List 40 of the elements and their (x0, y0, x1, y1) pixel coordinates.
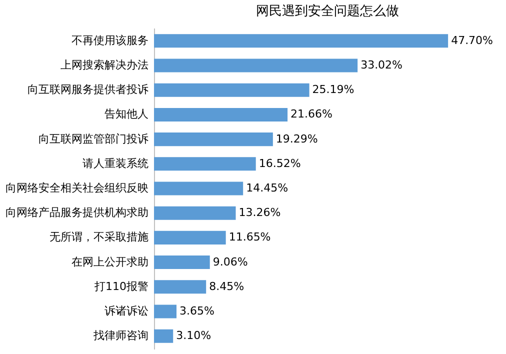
data-label: 25.19% (312, 83, 354, 96)
y-tick-label: 请人重装系统 (82, 156, 148, 170)
data-label: 3.65% (180, 304, 214, 318)
y-tick-label: 向网络安全相关社会组织反映 (6, 182, 148, 194)
bar (154, 157, 256, 171)
data-label: 13.26% (238, 206, 281, 220)
data-label: 8.45% (209, 280, 244, 293)
bar (154, 304, 176, 318)
y-tick-label: 向网络产品服务提供机构求助 (6, 206, 148, 220)
chart-title: 网民遇到安全问题怎么做 (256, 3, 399, 19)
y-tick-label: 告知他人 (104, 108, 148, 121)
bar (154, 256, 210, 270)
data-label: 21.66% (290, 108, 332, 121)
data-label: 19.29% (276, 132, 318, 146)
y-tick-label: 不再使用该服务 (72, 34, 148, 47)
y-tick-label: 上网搜索解决办法 (60, 58, 148, 72)
bar (154, 34, 448, 48)
data-label: 33.02% (360, 58, 403, 72)
bar (154, 108, 288, 122)
bar (154, 230, 226, 244)
bar (154, 182, 244, 196)
bar (154, 329, 174, 343)
y-tick-label: 在网上公开求助 (72, 255, 148, 268)
bar (154, 206, 236, 220)
bar (154, 58, 358, 72)
y-tick-label: 向互联网监管部门投诉 (38, 132, 148, 146)
data-label: 9.06% (212, 255, 248, 268)
bar (154, 83, 310, 97)
data-label: 11.65% (228, 230, 271, 244)
y-tick-label: 向互联网服务提供者投诉 (28, 83, 148, 96)
y-tick-label: 诉诸诉讼 (104, 304, 148, 318)
bar (154, 132, 273, 146)
data-label: 47.70% (451, 34, 494, 47)
data-label: 14.45% (246, 182, 288, 194)
y-tick-label: 无所谓，不采取措施 (50, 230, 148, 244)
y-tick-label: 打110报警 (94, 280, 148, 293)
data-label: 16.52% (258, 156, 301, 170)
bar (154, 280, 206, 294)
data-label: 3.10% (176, 329, 212, 342)
y-tick-label: 找律师咨询 (92, 329, 148, 342)
